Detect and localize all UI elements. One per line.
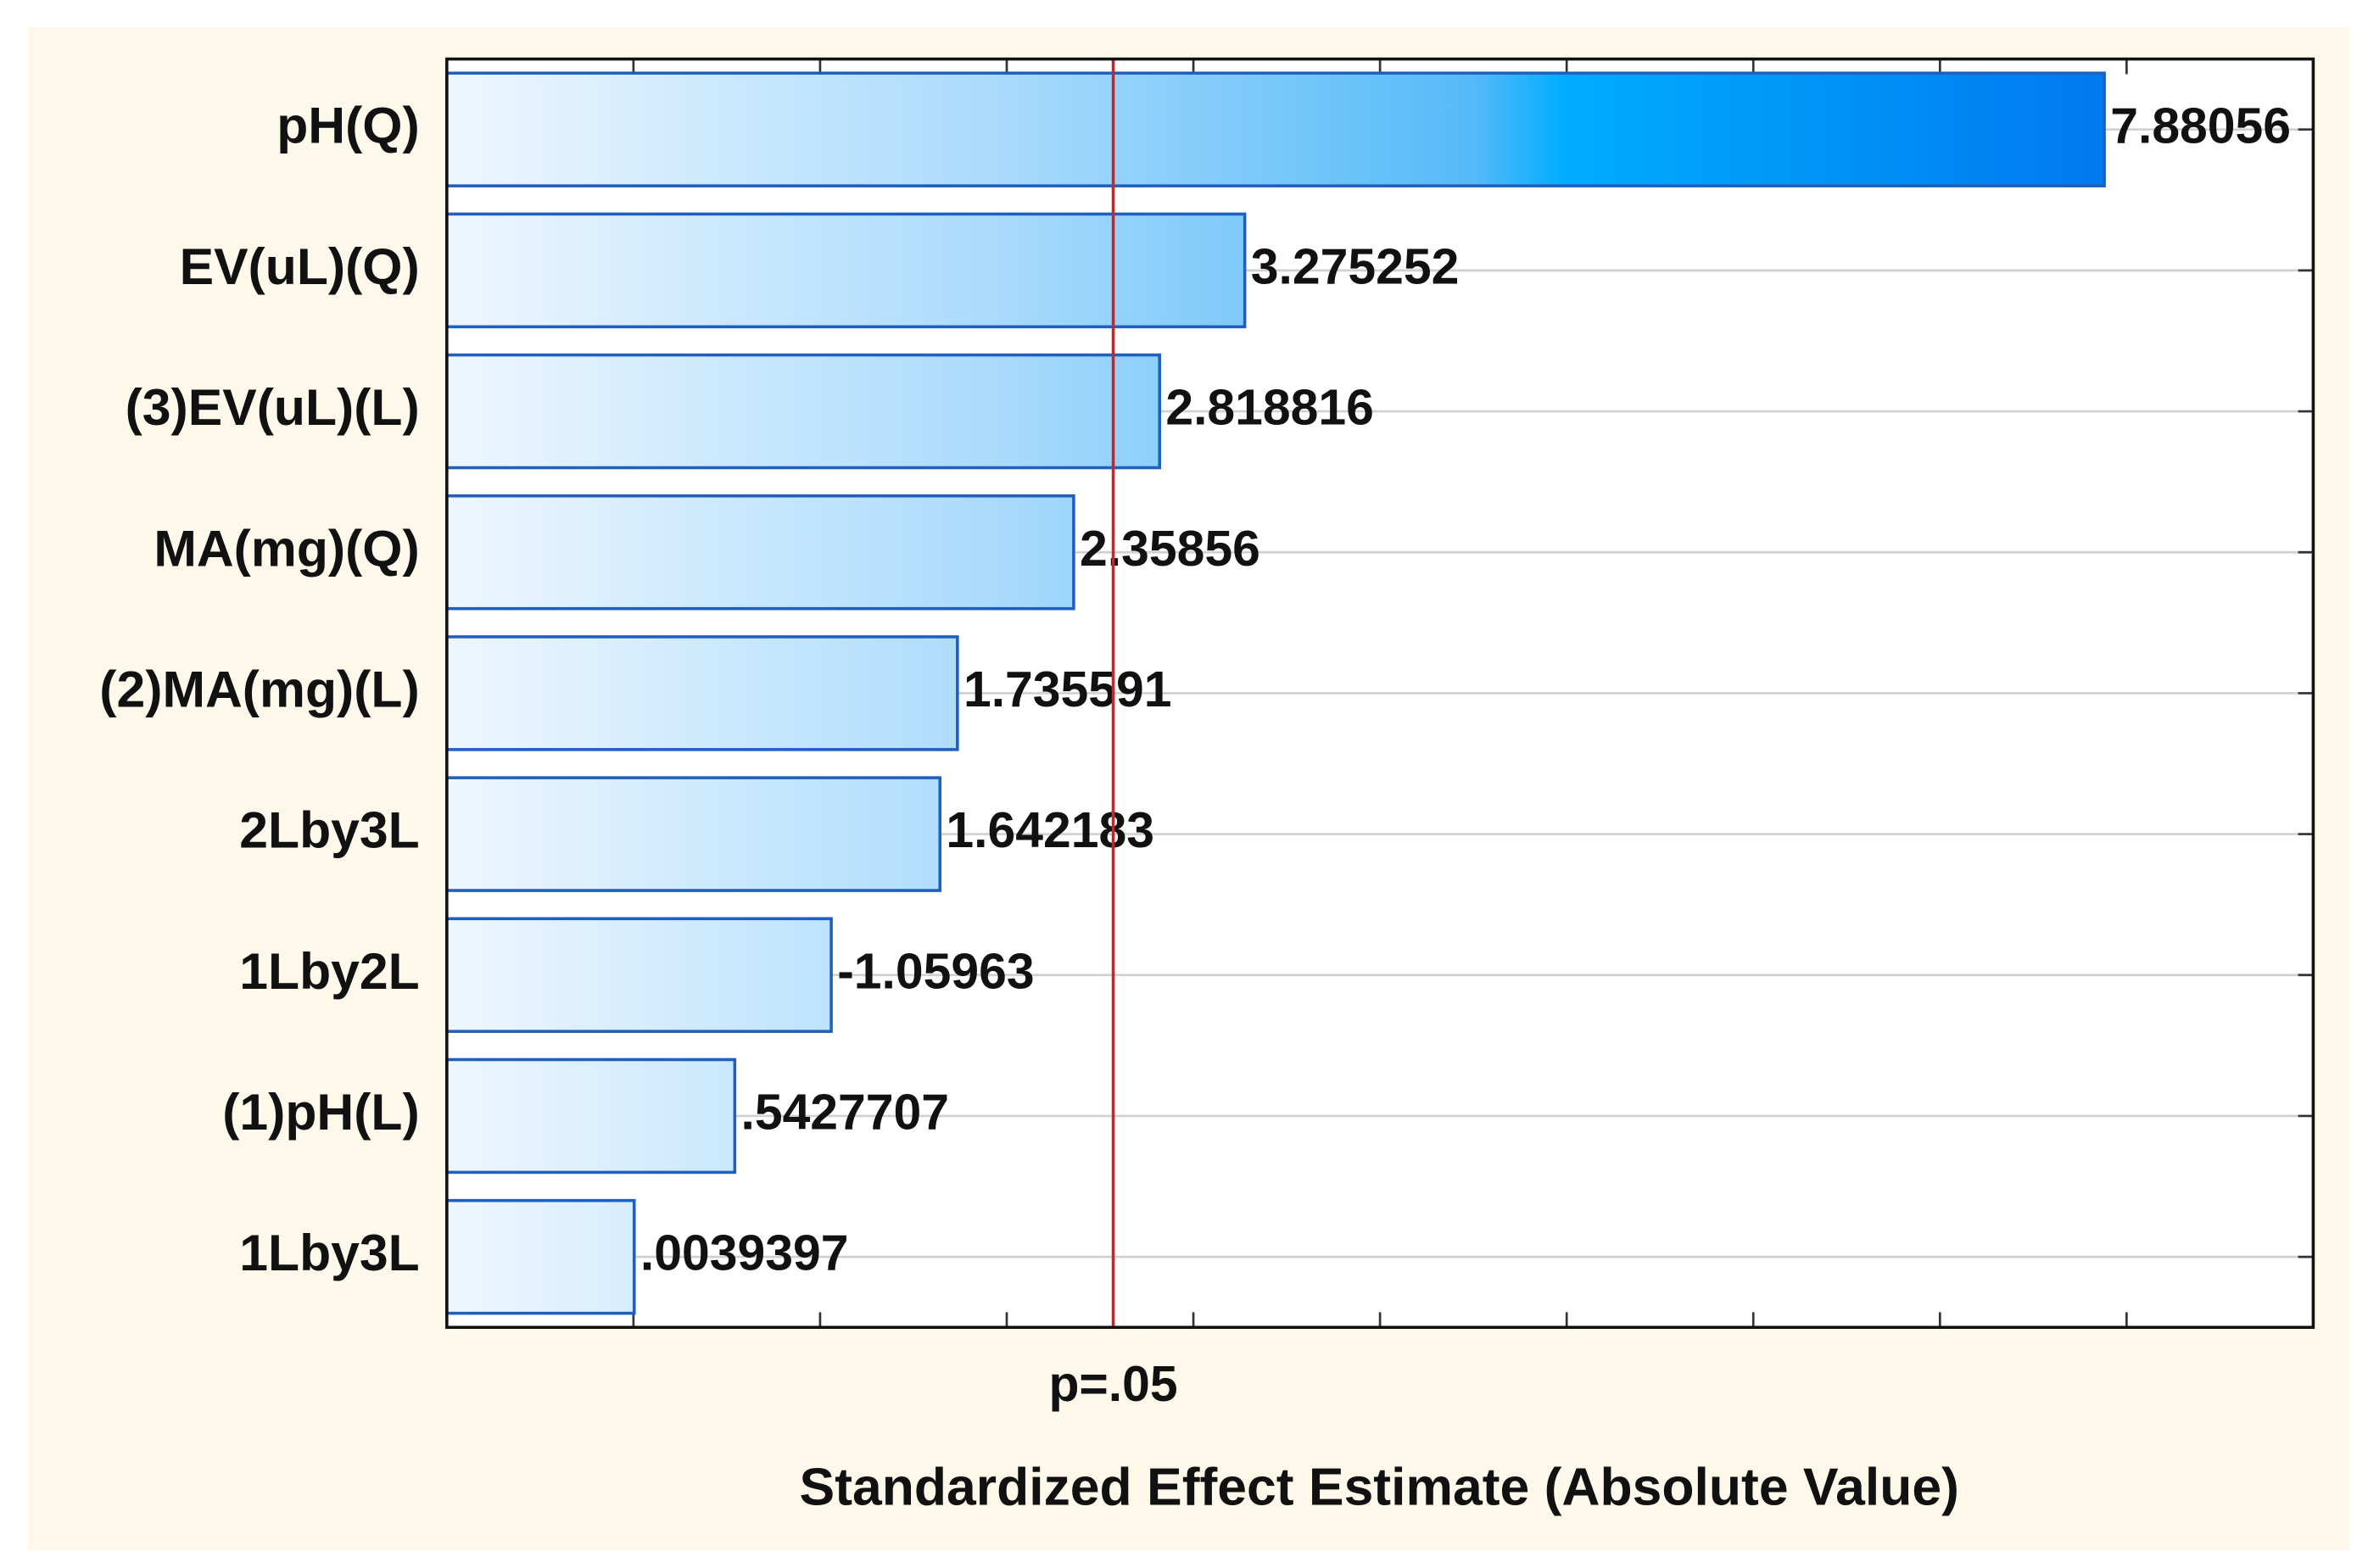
bar: [445, 1198, 636, 1315]
value-label: 1.642183: [946, 803, 1154, 858]
value-label: .0039397: [640, 1226, 849, 1281]
bar: [445, 494, 1075, 611]
bar: [445, 635, 959, 751]
bar: [445, 353, 1161, 470]
value-label: 2.818816: [1165, 381, 1374, 436]
value-labels: 7.88056 3.275252 2.818816 2.35856 1.735591 1.…: [640, 98, 2291, 1281]
value-label: 7.88056: [2110, 98, 2291, 153]
y-tick-label: EV(uL)(Q): [180, 237, 420, 295]
reference-label: p=.05: [1048, 1357, 1177, 1412]
value-label: 1.735591: [963, 662, 1172, 717]
plot-border: [445, 57, 2315, 1330]
bar: [445, 71, 2106, 187]
x-axis-title: Standardized Effect Estimate (Absolute V…: [800, 1457, 1959, 1516]
value-label: -1.05963: [837, 944, 1034, 999]
y-tick-label: MA(mg)(Q): [154, 519, 419, 577]
value-label: .5427707: [740, 1085, 949, 1141]
y-tick-label: 2Lby3L: [239, 801, 419, 859]
y-tick-label: (1)pH(L): [222, 1083, 420, 1141]
y-tick-label: pH(Q): [276, 97, 419, 154]
bar: [445, 212, 1247, 329]
y-tick-label: 1Lby3L: [239, 1224, 419, 1281]
y-tick-label: (3)EV(uL)(L): [126, 378, 420, 436]
value-label: 2.35856: [1080, 522, 1260, 577]
bar: [445, 917, 833, 1034]
y-tick-label: 1Lby2L: [239, 942, 419, 1000]
value-label: 3.275252: [1251, 239, 1460, 294]
bar: [445, 776, 942, 892]
bar: [445, 1057, 737, 1175]
y-tick-label: (2)MA(mg)(L): [99, 660, 419, 717]
